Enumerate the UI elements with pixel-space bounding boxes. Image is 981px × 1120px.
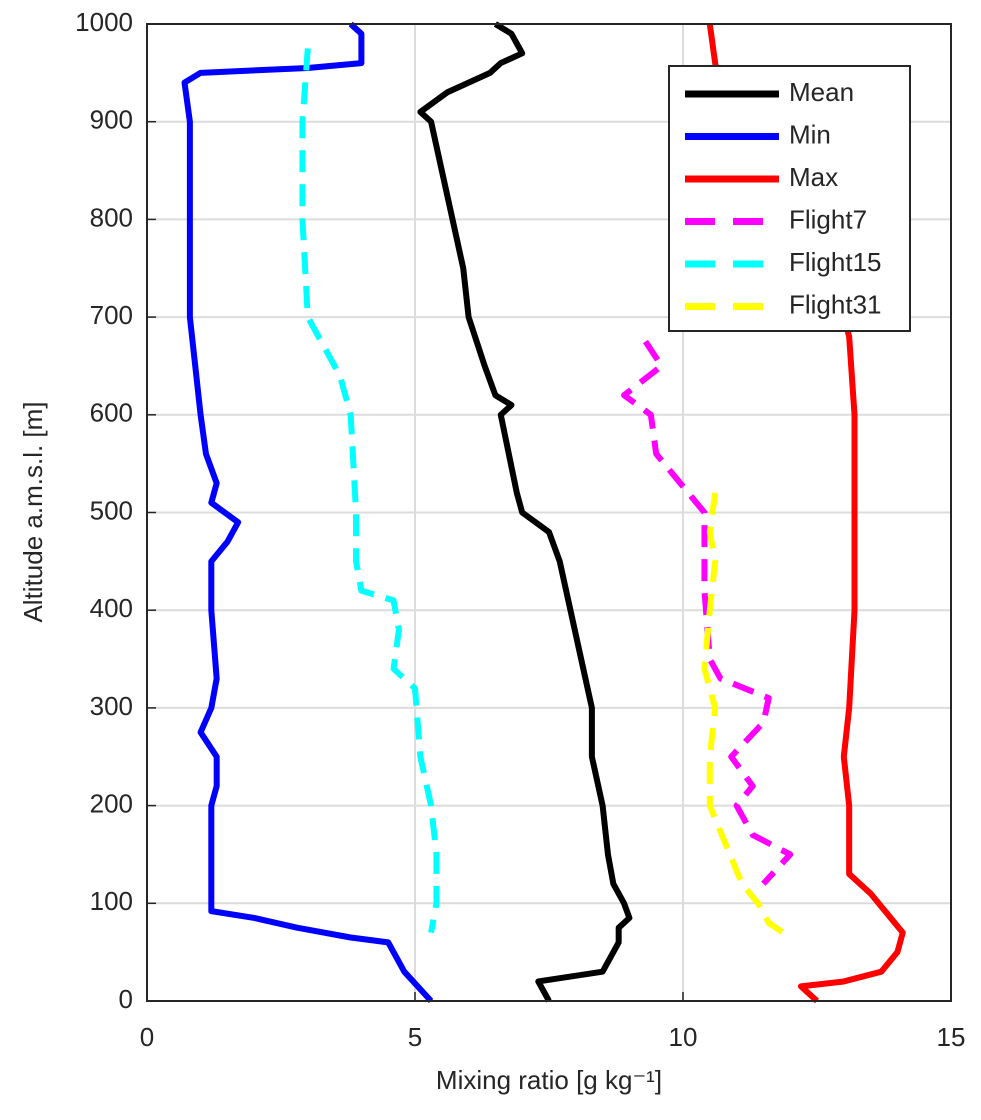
legend-label: Max: [789, 162, 838, 192]
y-tick-label: 700: [90, 300, 133, 330]
y-tick-label: 800: [90, 202, 133, 232]
x-tick-label: 15: [937, 1022, 966, 1052]
plot-frame: [146, 23, 952, 1002]
profile-line: [417, 21, 633, 1003]
legend-box: [668, 65, 911, 332]
y-tick-label: 900: [90, 105, 133, 135]
legend-label: Min: [789, 119, 831, 149]
x-tick-label: 5: [408, 1022, 422, 1052]
y-tick-label: 0: [119, 984, 133, 1014]
x-tick-label: 10: [669, 1022, 698, 1052]
x-tick-label: 0: [140, 1022, 154, 1052]
legend-label: Flight7: [789, 204, 867, 234]
legend-label: Mean: [789, 77, 854, 107]
y-tick-label: 200: [90, 788, 133, 818]
profile-line: [701, 492, 792, 940]
y-axis-label: Altitude a.m.s.l. [m]: [18, 401, 48, 622]
y-tick-label: 1000: [75, 7, 133, 37]
y-tick-label: 600: [90, 398, 133, 428]
y-tick-label: 500: [90, 495, 133, 525]
profile-line: [621, 339, 794, 886]
profile-line: [299, 48, 440, 934]
y-tick-label: 400: [90, 593, 133, 623]
legend-label: Flight15: [789, 247, 882, 277]
y-tick-label: 300: [90, 691, 133, 721]
y-tick-label: 100: [90, 886, 133, 916]
x-axis-label: Mixing ratio [g kg⁻¹]: [436, 1065, 662, 1095]
legend-label: Flight31: [789, 289, 882, 319]
profile-line: [181, 21, 434, 1004]
